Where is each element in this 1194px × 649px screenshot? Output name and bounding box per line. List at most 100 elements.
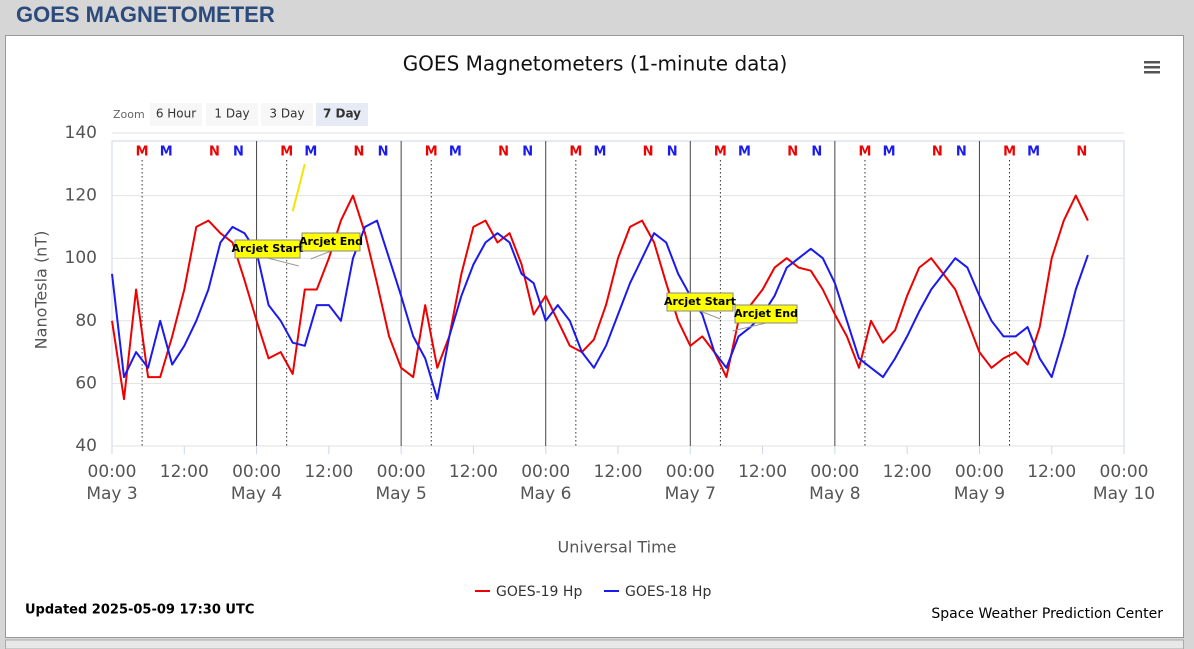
marker-label: N bbox=[1076, 145, 1087, 160]
marker-label: M bbox=[593, 145, 606, 160]
credit: Space Weather Prediction Center bbox=[931, 606, 1163, 622]
x-tick-label: 12:00 bbox=[738, 462, 787, 482]
zoom-button-bg bbox=[150, 103, 202, 126]
zoom-label: Zoom bbox=[113, 108, 145, 121]
marker-label: N bbox=[498, 145, 509, 160]
chart-title: GOES Magnetometers (1-minute data) bbox=[403, 52, 788, 76]
x-tick-label: May 6 bbox=[520, 484, 571, 504]
annotation-box bbox=[666, 292, 734, 312]
x-tick-label: May 5 bbox=[375, 484, 426, 504]
x-tick-label: May 10 bbox=[1093, 484, 1155, 504]
x-tick-label: 12:00 bbox=[449, 462, 498, 482]
marker-label: M bbox=[1003, 145, 1016, 160]
marker-label: M bbox=[569, 145, 582, 160]
annotation-connector bbox=[699, 310, 721, 320]
x-tick-label: 12:00 bbox=[160, 462, 209, 482]
marker-label: M bbox=[160, 145, 173, 160]
marker-label: N bbox=[787, 145, 798, 160]
legend-item[interactable]: GOES-19 Hp bbox=[475, 584, 582, 600]
x-tick-label: May 3 bbox=[86, 484, 137, 504]
zoom-button[interactable]: 6 Hour bbox=[150, 103, 202, 126]
series-line bbox=[291, 164, 306, 212]
zoom-button-label: 7 Day bbox=[323, 107, 361, 121]
y-tick-label: 100 bbox=[65, 248, 97, 268]
zoom-button-bg bbox=[261, 103, 313, 126]
marker-label: N bbox=[643, 145, 654, 160]
series-line bbox=[111, 219, 1089, 401]
menu-button[interactable] bbox=[1144, 61, 1160, 74]
x-tick-label: 12:00 bbox=[883, 462, 932, 482]
menu-bar bbox=[1144, 71, 1160, 74]
y-tick-label: 140 bbox=[65, 123, 97, 143]
x-tick-label: May 9 bbox=[954, 484, 1005, 504]
annotation-label: Arcjet Start bbox=[231, 242, 303, 255]
legend-label: GOES-18 Hp bbox=[625, 584, 711, 600]
x-tick-label: 00:00 bbox=[666, 462, 715, 482]
zoom-button-label: 3 Day bbox=[269, 107, 304, 121]
x-tick-label: 00:00 bbox=[521, 462, 570, 482]
marker-label: M bbox=[859, 145, 872, 160]
marker-label: N bbox=[354, 145, 365, 160]
marker-label: N bbox=[209, 145, 220, 160]
tab-strip bbox=[5, 639, 1184, 649]
marker-label: N bbox=[956, 145, 967, 160]
marker-label: N bbox=[932, 145, 943, 160]
x-tick-label: 12:00 bbox=[594, 462, 643, 482]
marker-label: M bbox=[136, 145, 149, 160]
zoom-button[interactable]: 1 Day bbox=[206, 103, 258, 126]
x-tick-label: 00:00 bbox=[232, 462, 281, 482]
zoom-button[interactable]: 7 Day bbox=[316, 103, 368, 126]
zoom-button-bg bbox=[206, 103, 258, 126]
x-axis-title: Universal Time bbox=[557, 538, 676, 557]
annotation-box bbox=[301, 232, 361, 252]
x-tick-label: 00:00 bbox=[1100, 462, 1149, 482]
x-tick-label: 00:00 bbox=[88, 462, 137, 482]
x-tick-label: 12:00 bbox=[304, 462, 353, 482]
zoom-button[interactable]: 3 Day bbox=[261, 103, 313, 126]
zoom-button-bg bbox=[316, 103, 368, 126]
x-tick-label: 12:00 bbox=[1027, 462, 1076, 482]
annotation-box bbox=[234, 239, 301, 259]
annotation-label: Arcjet End bbox=[299, 235, 363, 248]
marker-label: N bbox=[811, 145, 822, 160]
marker-label: M bbox=[714, 145, 727, 160]
x-tick-label: 00:00 bbox=[810, 462, 859, 482]
x-tick-label: 00:00 bbox=[955, 462, 1004, 482]
marker-label: M bbox=[425, 145, 438, 160]
marker-label: N bbox=[522, 145, 533, 160]
annotation-connector bbox=[310, 250, 332, 260]
marker-label: N bbox=[378, 145, 389, 160]
marker-label: N bbox=[667, 145, 678, 160]
zoom-button-label: 1 Day bbox=[214, 107, 249, 121]
marker-label: N bbox=[233, 145, 244, 160]
y-tick-label: 120 bbox=[65, 186, 97, 206]
annotation-box bbox=[734, 304, 798, 324]
marker-label: M bbox=[883, 145, 896, 160]
menu-bar bbox=[1144, 66, 1160, 69]
page-title: GOES MAGNETOMETER bbox=[16, 2, 275, 27]
marker-label: M bbox=[280, 145, 293, 160]
annotation-connector bbox=[267, 257, 299, 267]
series-line bbox=[111, 194, 1089, 401]
marker-label: M bbox=[449, 145, 462, 160]
annotation-connector bbox=[732, 322, 767, 332]
marker-label: M bbox=[304, 145, 317, 160]
y-axis-title: NanoTesla (nT) bbox=[32, 231, 51, 350]
x-tick-label: 00:00 bbox=[377, 462, 426, 482]
legend-item[interactable]: GOES-18 Hp bbox=[604, 584, 711, 600]
updated-note: Updated 2025-05-09 17:30 UTC bbox=[25, 603, 254, 618]
zoom-button-label: 6 Hour bbox=[156, 107, 196, 121]
marker-label: M bbox=[1027, 145, 1040, 160]
annotation-label: Arcjet End bbox=[734, 307, 798, 320]
y-tick-label: 60 bbox=[75, 373, 97, 393]
menu-bar bbox=[1144, 61, 1160, 64]
y-tick-label: 40 bbox=[75, 436, 97, 456]
marker-label: M bbox=[738, 145, 751, 160]
y-tick-label: 80 bbox=[75, 311, 97, 331]
x-tick-label: May 4 bbox=[231, 484, 282, 504]
x-tick-label: May 7 bbox=[665, 484, 716, 504]
annotation-label: Arcjet Start bbox=[664, 295, 736, 308]
x-tick-label: May 8 bbox=[809, 484, 860, 504]
legend-label: GOES-19 Hp bbox=[496, 584, 582, 600]
